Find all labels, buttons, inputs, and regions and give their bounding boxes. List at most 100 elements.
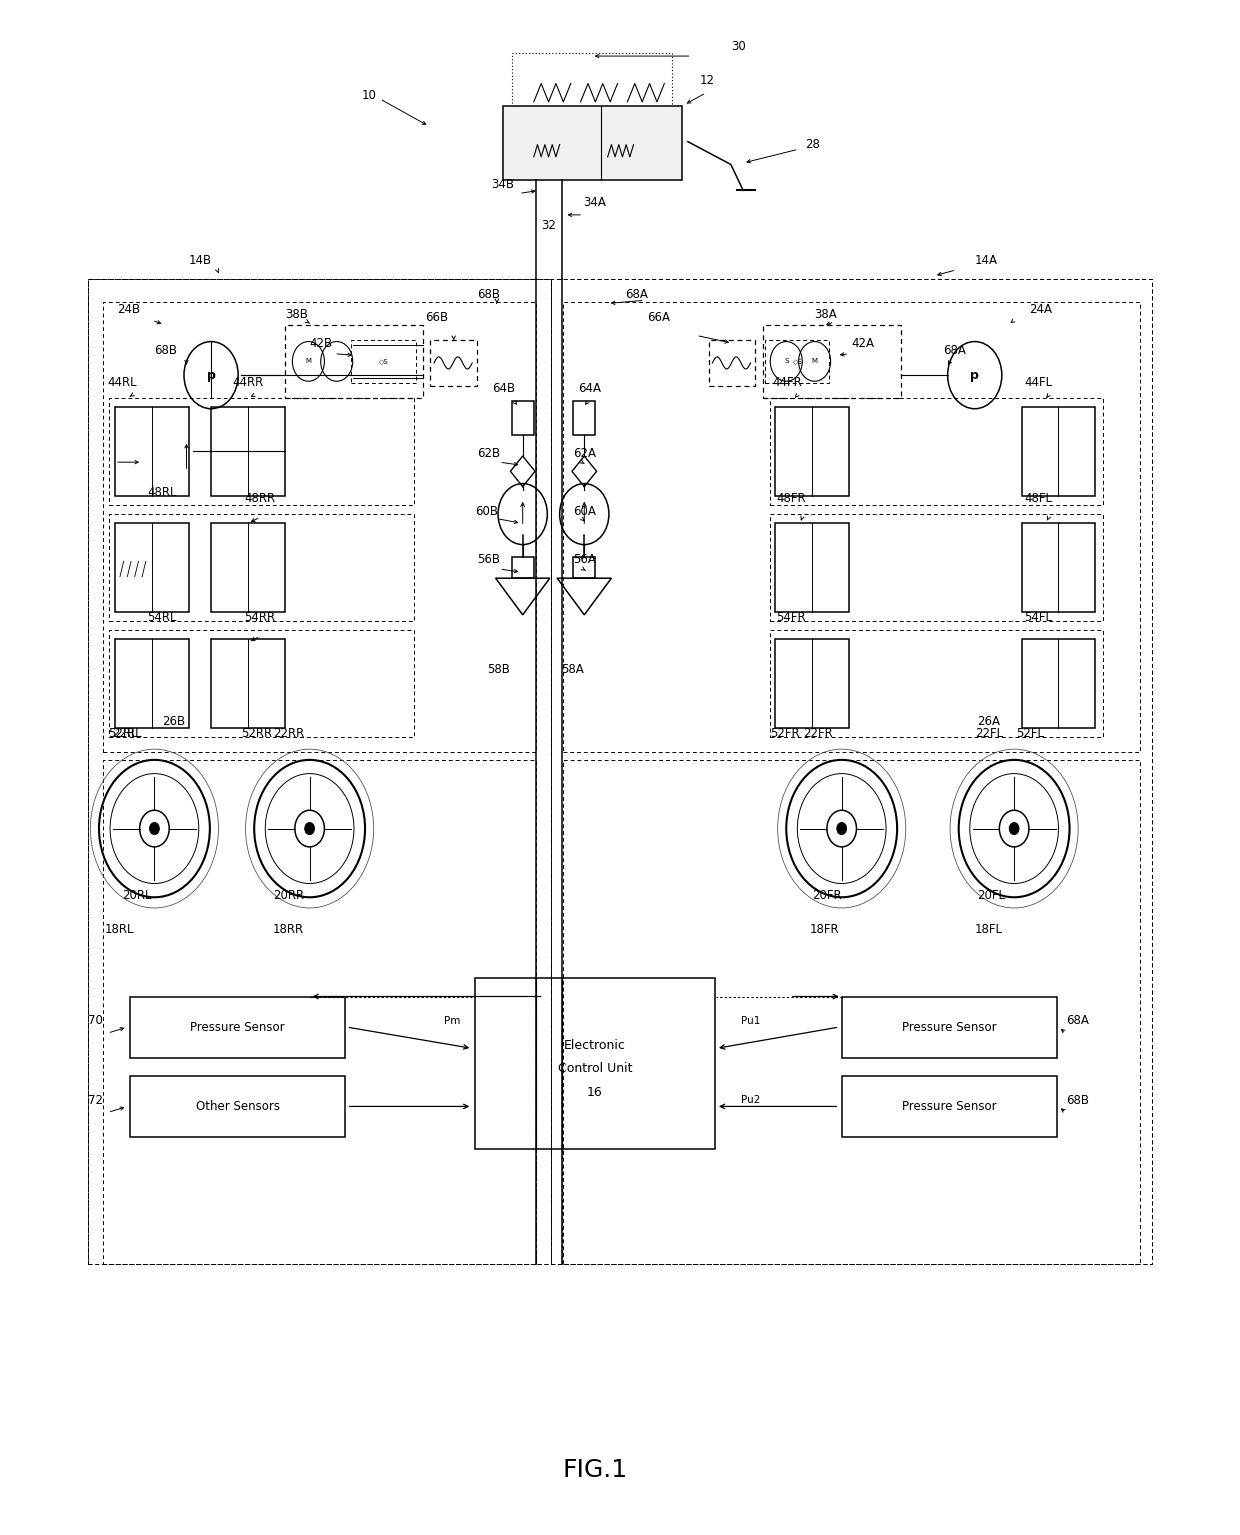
Bar [211, 523, 285, 612]
Bar [115, 407, 188, 496]
Circle shape [305, 823, 315, 835]
Text: +: + [837, 824, 847, 834]
Bar [285, 325, 423, 398]
Text: 44FR: 44FR [773, 376, 802, 390]
Text: 18FR: 18FR [810, 923, 839, 936]
Bar [109, 398, 414, 505]
Circle shape [1009, 823, 1019, 835]
Text: 26A: 26A [977, 715, 1001, 728]
Text: 54FR: 54FR [776, 611, 806, 625]
Bar [211, 639, 285, 728]
Text: 22FR: 22FR [804, 728, 833, 740]
Text: 48RR: 48RR [244, 493, 275, 505]
Bar [211, 407, 285, 496]
Text: 68A: 68A [1066, 1015, 1089, 1027]
Text: 44FL: 44FL [1024, 376, 1052, 390]
Text: 34A: 34A [583, 196, 606, 209]
Text: 58A: 58A [560, 663, 584, 677]
Bar [770, 398, 1102, 505]
Text: S: S [784, 358, 789, 364]
Text: 68B: 68B [477, 287, 500, 301]
Text: FIG.1: FIG.1 [563, 1458, 627, 1481]
Text: 44RL: 44RL [108, 376, 138, 390]
Bar [130, 1076, 345, 1137]
Circle shape [150, 823, 160, 835]
Text: 38B: 38B [285, 307, 308, 321]
Bar [88, 279, 551, 1263]
Text: 20FL: 20FL [977, 889, 1006, 903]
Text: 54FL: 54FL [1024, 611, 1052, 625]
Bar [512, 557, 533, 579]
Text: 48FR: 48FR [776, 493, 806, 505]
Text: 52FL: 52FL [1017, 728, 1044, 740]
Bar [512, 54, 672, 114]
Text: 20FR: 20FR [812, 889, 842, 903]
Bar [130, 996, 345, 1058]
Text: +: + [305, 824, 314, 834]
Text: p: p [970, 368, 980, 382]
Text: 72: 72 [88, 1094, 103, 1107]
Bar [351, 341, 415, 382]
Text: 52FR: 52FR [770, 728, 800, 740]
Bar [88, 279, 1152, 1263]
Text: Pm: Pm [444, 1016, 460, 1025]
Text: 56A: 56A [573, 554, 596, 566]
Bar [775, 523, 849, 612]
Bar [115, 523, 188, 612]
Text: 60A: 60A [573, 505, 596, 517]
Bar [1022, 407, 1095, 496]
Bar [115, 639, 188, 728]
Text: Pu1: Pu1 [740, 1016, 760, 1025]
Text: 62A: 62A [573, 447, 596, 459]
Bar [573, 401, 595, 434]
Text: 62B: 62B [477, 447, 500, 459]
Text: 18RL: 18RL [105, 923, 135, 936]
Text: ◇S: ◇S [792, 358, 802, 364]
Text: 64A: 64A [578, 382, 601, 396]
Bar [775, 407, 849, 496]
Text: 42B: 42B [310, 336, 332, 350]
Text: 14B: 14B [188, 255, 212, 267]
Bar [770, 629, 1102, 737]
Text: Pressure Sensor: Pressure Sensor [903, 1021, 997, 1033]
Text: 20RL: 20RL [123, 889, 153, 903]
Bar [563, 302, 1140, 752]
Text: 54RL: 54RL [148, 611, 176, 625]
Text: 66A: 66A [647, 310, 670, 324]
Bar [1022, 523, 1095, 612]
Text: +: + [1009, 824, 1019, 834]
Text: 58B: 58B [487, 663, 510, 677]
Bar [1022, 639, 1095, 728]
Circle shape [837, 823, 847, 835]
Bar [109, 514, 414, 622]
Bar [551, 279, 1152, 1263]
Text: 42A: 42A [852, 336, 874, 350]
Bar [763, 325, 900, 398]
Text: 66B: 66B [425, 310, 449, 324]
Text: Pu2: Pu2 [740, 1096, 760, 1105]
Text: 22RR: 22RR [273, 728, 304, 740]
Bar [563, 760, 1140, 1263]
Text: 68B: 68B [1066, 1094, 1089, 1107]
Text: 38A: 38A [815, 307, 837, 321]
Text: ◇S: ◇S [378, 358, 388, 364]
Bar [103, 302, 536, 752]
Bar [842, 996, 1058, 1058]
Text: Pressure Sensor: Pressure Sensor [903, 1101, 997, 1113]
Text: 24A: 24A [1029, 302, 1052, 316]
Text: 48RL: 48RL [148, 487, 176, 499]
Text: 30: 30 [730, 40, 745, 54]
Text: p: p [207, 368, 216, 382]
Text: Other Sensors: Other Sensors [196, 1101, 279, 1113]
Text: 48FL: 48FL [1024, 493, 1052, 505]
Bar [842, 1076, 1058, 1137]
Text: +: + [150, 824, 159, 834]
Text: 68A: 68A [625, 287, 647, 301]
Text: 70: 70 [88, 1015, 103, 1027]
Text: 54RR: 54RR [244, 611, 275, 625]
Text: 52RR: 52RR [241, 728, 272, 740]
Bar [573, 557, 595, 579]
Text: M: M [812, 358, 817, 364]
Text: 44RR: 44RR [232, 376, 263, 390]
Bar [770, 514, 1102, 622]
